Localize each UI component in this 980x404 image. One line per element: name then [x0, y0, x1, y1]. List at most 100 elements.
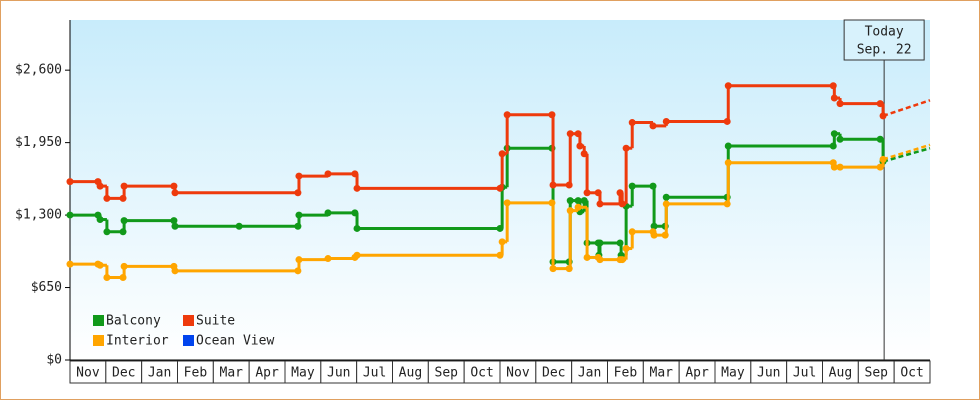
legend-swatch	[183, 315, 194, 326]
point	[548, 199, 556, 207]
x-tick-label: Sep	[865, 366, 889, 381]
x-tick-label: May	[291, 366, 315, 381]
point	[724, 82, 732, 90]
point	[574, 203, 582, 211]
point	[723, 200, 731, 208]
point	[596, 256, 604, 264]
point	[324, 255, 332, 263]
point	[498, 238, 506, 246]
point	[876, 100, 884, 108]
point	[836, 135, 844, 143]
legend-label: Balcony	[106, 314, 161, 329]
point	[324, 209, 332, 217]
point	[119, 274, 127, 282]
y-tick-label: $1,300	[15, 208, 62, 223]
point	[830, 163, 838, 171]
point	[351, 170, 359, 178]
point	[596, 200, 604, 208]
x-tick-label: Nov	[76, 366, 100, 381]
point	[294, 189, 302, 197]
point	[662, 193, 670, 201]
point	[66, 211, 74, 219]
point	[830, 94, 838, 102]
point	[103, 274, 111, 282]
point	[618, 256, 626, 264]
x-tick-label: Feb	[184, 366, 208, 381]
x-tick-label: Jul	[363, 366, 386, 381]
x-tick-label: Jan	[148, 366, 171, 381]
point	[829, 82, 837, 90]
x-tick-label: Jun	[327, 366, 350, 381]
point	[96, 216, 104, 224]
point	[836, 163, 844, 171]
point	[120, 217, 128, 225]
point	[565, 265, 573, 273]
y-tick-label: $650	[31, 280, 62, 295]
x-tick-label: Aug	[829, 366, 852, 381]
point	[661, 231, 669, 239]
point	[503, 111, 511, 119]
today-date: Sep. 22	[857, 43, 912, 58]
point	[353, 224, 361, 232]
y-tick-label: $0	[46, 353, 62, 368]
point	[294, 267, 302, 275]
point	[295, 172, 303, 180]
legend-swatch	[93, 315, 104, 326]
x-tick-label: Sep	[435, 366, 459, 381]
point	[649, 122, 657, 130]
point	[649, 182, 657, 190]
x-tick-label: Jan	[578, 366, 601, 381]
forecast-line	[882, 143, 931, 161]
today-label: Today	[865, 25, 904, 40]
x-tick-label: Dec	[112, 366, 135, 381]
point	[120, 182, 128, 190]
point	[650, 231, 658, 239]
point	[235, 222, 243, 230]
legend-swatch	[183, 335, 194, 346]
point	[580, 197, 588, 205]
point	[879, 155, 887, 163]
x-tick-label: Dec	[542, 366, 565, 381]
x-tick-label: May	[721, 366, 745, 381]
legend-label: Ocean View	[196, 334, 274, 349]
x-tick-label: Apr	[685, 366, 709, 381]
point	[96, 261, 104, 269]
point	[295, 211, 303, 219]
point	[565, 181, 573, 189]
point	[170, 182, 178, 190]
point	[879, 112, 887, 120]
point	[353, 184, 361, 192]
point	[324, 170, 332, 178]
point	[353, 251, 361, 259]
point	[580, 150, 588, 158]
point	[103, 228, 111, 236]
x-tick-label: Oct	[470, 366, 493, 381]
point	[723, 117, 731, 125]
forecast-line	[882, 99, 931, 118]
point	[724, 142, 732, 150]
point	[616, 189, 624, 197]
point	[66, 178, 74, 186]
point	[171, 222, 179, 230]
x-tick-label: Jul	[793, 366, 816, 381]
legend-label: Interior	[106, 334, 169, 349]
x-tick-label: Jun	[757, 366, 780, 381]
point	[294, 222, 302, 230]
point	[616, 239, 624, 247]
point	[650, 222, 658, 230]
point	[171, 189, 179, 197]
today-box	[843, 19, 925, 61]
point	[103, 194, 111, 202]
point	[830, 130, 838, 138]
point	[576, 142, 584, 150]
x-tick-label: Mar	[650, 366, 674, 381]
x-tick-label: Oct	[900, 366, 923, 381]
point	[496, 251, 504, 259]
point	[662, 117, 670, 125]
point	[618, 200, 626, 208]
point	[351, 209, 359, 217]
point	[566, 197, 574, 205]
point	[498, 150, 506, 158]
point	[622, 245, 630, 253]
y-tick-label: $1,950	[15, 135, 62, 150]
